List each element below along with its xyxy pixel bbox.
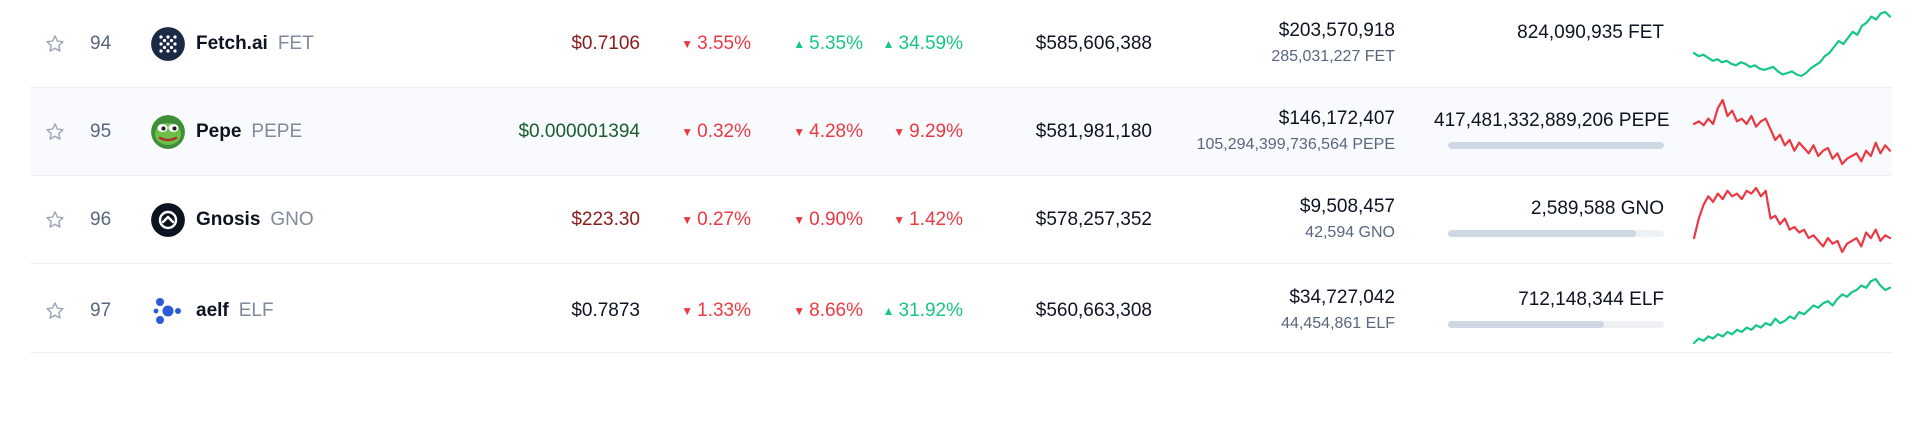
volume-cell: $9,508,457 42,594 GNO	[1300, 196, 1395, 242]
coin-name-link[interactable]: Gnosis GNO	[196, 209, 314, 231]
coin-symbol: FET	[277, 33, 314, 54]
market-cap-value: $578,257,352	[1035, 209, 1152, 230]
sparkline-line	[1692, 98, 1892, 166]
sparkline-line	[1692, 186, 1892, 254]
circulating-supply-value: 2,589,588 GNO	[1530, 198, 1664, 219]
volume-coin: 44,454,861 ELF	[1281, 315, 1395, 332]
market-cap-value: $560,663,308	[1035, 300, 1152, 321]
sparkline-7d[interactable]	[1692, 96, 1892, 168]
volume-usd: $146,172,407	[1278, 108, 1395, 129]
supply-progress-fill	[1448, 230, 1636, 237]
caret-down-icon: ▼	[681, 37, 694, 51]
price-value: $0.7873	[571, 300, 640, 321]
circulating-supply-cell: 2,589,588 GNO	[1434, 198, 1664, 237]
change-24h: ▲ 5.35%	[793, 33, 863, 54]
volume-usd: $203,570,918	[1278, 20, 1395, 41]
change-7d: ▼ 9.29%	[893, 121, 963, 142]
volume-coin: 285,031,227 FET	[1271, 48, 1395, 65]
change-1h: ▼ 1.33%	[681, 300, 751, 321]
table-row[interactable]: 95 Pepe PEPE $0.000001394 ▼ 0.32% ▼ 4.28% …	[30, 88, 1892, 176]
circulating-supply-value: 417,481,332,889,206 PEPE	[1434, 110, 1670, 131]
supply-progress-bar	[1448, 321, 1664, 328]
volume-usd: $9,508,457	[1299, 196, 1395, 217]
fetchai-logo-icon	[151, 27, 185, 61]
caret-down-icon: ▼	[793, 213, 806, 227]
volume-coin: 105,294,399,736,564 PEPE	[1196, 136, 1395, 153]
rank-number: 95	[90, 121, 112, 142]
volume-coin: 42,594 GNO	[1305, 224, 1395, 241]
coin-name: Fetch.ai	[196, 33, 268, 54]
caret-down-icon: ▼	[893, 125, 906, 139]
caret-up-icon: ▲	[882, 304, 895, 318]
sparkline-7d[interactable]	[1692, 275, 1892, 347]
pepe-logo-icon	[151, 115, 185, 149]
coin-name-link[interactable]: Pepe PEPE	[196, 121, 302, 143]
supply-progress-bar	[1448, 230, 1664, 237]
circulating-supply-cell: 712,148,344 ELF	[1434, 289, 1664, 328]
star-icon[interactable]	[44, 209, 66, 231]
price-value: $0.7106	[571, 33, 640, 54]
caret-down-icon: ▼	[893, 213, 906, 227]
caret-down-icon: ▼	[681, 304, 694, 318]
coin-name: Gnosis	[196, 209, 261, 230]
sparkline-7d[interactable]	[1692, 184, 1892, 256]
gnosis-logo-icon	[151, 203, 185, 237]
rank-number: 94	[90, 33, 112, 54]
coin-name: Pepe	[196, 121, 242, 142]
circulating-supply-cell: 417,481,332,889,206 PEPE	[1434, 110, 1670, 149]
change-24h: ▼ 0.90%	[793, 209, 863, 230]
change-7d: ▲ 31.92%	[882, 300, 963, 321]
change-1h: ▼ 0.27%	[681, 209, 751, 230]
caret-up-icon: ▲	[793, 37, 806, 51]
supply-progress-bar	[1448, 142, 1664, 149]
rank-number: 97	[90, 300, 112, 321]
supply-progress-fill	[1448, 142, 1664, 149]
sparkline-line	[1692, 277, 1892, 345]
caret-down-icon: ▼	[793, 125, 806, 139]
table-row[interactable]: 97 aelf ELF $0.7873 ▼ 1.33% ▼ 8.66% ▲ 31.92…	[30, 265, 1892, 353]
sparkline-7d[interactable]	[1692, 8, 1892, 80]
coin-symbol: GNO	[270, 209, 314, 230]
caret-down-icon: ▼	[793, 304, 806, 318]
coin-name-link[interactable]: Fetch.ai FET	[196, 33, 314, 55]
table-row[interactable]: 94 Fetch.ai FET $0.7106 ▼ 3.55% ▲ 5.35% ▲ 3…	[30, 0, 1892, 88]
coin-symbol: PEPE	[251, 121, 303, 142]
caret-up-icon: ▲	[882, 37, 895, 51]
market-cap-value: $585,606,388	[1035, 33, 1152, 54]
caret-down-icon: ▼	[681, 125, 694, 139]
supply-progress-fill	[1448, 321, 1604, 328]
price-value: $223.30	[571, 209, 640, 230]
coin-name: aelf	[196, 300, 229, 321]
star-icon[interactable]	[44, 33, 66, 55]
circulating-supply-value: 824,090,935 FET	[1517, 22, 1664, 43]
volume-cell: $203,570,918 285,031,227 FET	[1271, 20, 1395, 66]
caret-down-icon: ▼	[681, 213, 694, 227]
change-24h: ▼ 4.28%	[793, 121, 863, 142]
rank-number: 96	[90, 209, 112, 230]
circulating-supply-cell: 824,090,935 FET	[1434, 22, 1664, 44]
star-icon[interactable]	[44, 121, 66, 143]
volume-usd: $34,727,042	[1289, 287, 1395, 308]
table-row[interactable]: 96 Gnosis GNO $223.30 ▼ 0.27% ▼ 0.90% ▼ 1.4…	[30, 176, 1892, 264]
market-cap-value: $581,981,180	[1035, 121, 1152, 142]
volume-cell: $34,727,042 44,454,861 ELF	[1281, 287, 1395, 333]
price-value: $0.000001394	[518, 121, 640, 142]
volume-cell: $146,172,407 105,294,399,736,564 PEPE	[1197, 108, 1395, 154]
change-1h: ▼ 3.55%	[681, 33, 751, 54]
change-24h: ▼ 8.66%	[793, 300, 863, 321]
change-7d: ▲ 34.59%	[882, 33, 963, 54]
circulating-supply-value: 712,148,344 ELF	[1518, 289, 1664, 310]
coin-symbol: ELF	[238, 300, 274, 321]
coin-name-link[interactable]: aelf ELF	[196, 300, 274, 322]
aelf-logo-icon	[151, 294, 185, 328]
change-7d: ▼ 1.42%	[893, 209, 963, 230]
change-1h: ▼ 0.32%	[681, 121, 751, 142]
star-icon[interactable]	[44, 300, 66, 322]
sparkline-line	[1692, 10, 1892, 78]
